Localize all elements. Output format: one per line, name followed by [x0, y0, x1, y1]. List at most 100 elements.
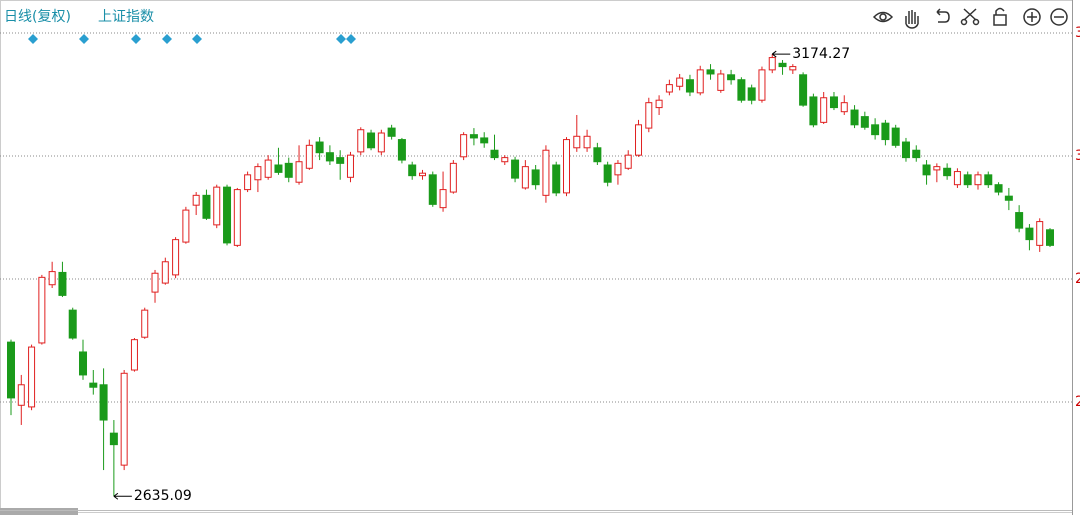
candle-body	[747, 87, 756, 101]
candle-body	[439, 189, 447, 209]
candle-body	[1046, 229, 1054, 246]
candle-body	[737, 79, 746, 101]
undo-icon[interactable]	[936, 8, 950, 23]
candle-body	[603, 164, 612, 183]
candle-body	[994, 184, 1003, 193]
candle-body	[912, 149, 921, 159]
candle-body	[871, 124, 880, 136]
candle-body	[531, 169, 540, 186]
candle-body	[68, 309, 77, 339]
candle-body	[325, 152, 334, 162]
candle-body	[768, 57, 776, 71]
scrollbar[interactable]	[0, 508, 78, 515]
candle-body	[233, 189, 241, 246]
candle-body	[213, 186, 221, 226]
candle-body	[645, 102, 653, 129]
event-marker[interactable]	[346, 34, 356, 44]
candle-body	[377, 132, 385, 153]
event-marker[interactable]	[131, 34, 141, 44]
zoom-out-icon[interactable]	[1050, 8, 1068, 26]
lock-icon[interactable]	[993, 7, 1007, 26]
candle-body	[387, 127, 396, 137]
event-marker[interactable]	[336, 34, 346, 44]
candle-body	[521, 166, 529, 189]
candle-body	[490, 149, 499, 159]
candle-body	[953, 171, 961, 186]
candle-body	[192, 194, 200, 206]
toolbar	[872, 7, 1068, 29]
candle-body	[727, 74, 736, 81]
candle-body	[685, 79, 694, 93]
candle-body	[284, 162, 293, 178]
y-tick-label: 3050	[1075, 148, 1080, 164]
zoom-in-icon[interactable]	[1023, 8, 1041, 26]
candle-body	[357, 129, 365, 153]
candle-body	[758, 69, 766, 101]
candle-body	[655, 99, 663, 109]
candle-body	[1015, 212, 1024, 229]
candle-body	[789, 66, 797, 71]
candle-body	[563, 139, 571, 194]
event-marker[interactable]	[28, 34, 38, 44]
event-marker[interactable]	[79, 34, 89, 44]
candle-body	[99, 384, 108, 421]
candle-body	[542, 149, 550, 196]
candle-body	[706, 69, 715, 75]
annotation-arrow	[771, 50, 791, 58]
candle-body	[141, 309, 149, 338]
candle-body	[850, 109, 859, 126]
candle-body	[109, 432, 118, 446]
candle-body	[367, 132, 376, 149]
candle-body	[696, 69, 704, 94]
candle-body	[172, 239, 180, 276]
cut-icon[interactable]	[960, 8, 980, 26]
candle-body	[274, 164, 283, 173]
candle-body	[58, 271, 67, 296]
candle-body	[130, 339, 138, 371]
candle-body	[17, 384, 25, 406]
event-markers	[28, 34, 356, 44]
candle-body	[254, 166, 262, 181]
candle-body	[676, 77, 684, 87]
candle-body	[635, 124, 643, 156]
candle-body	[901, 141, 910, 159]
candle-body	[573, 135, 581, 149]
candle-body	[408, 164, 417, 177]
candle-body	[963, 174, 972, 186]
candle-body	[120, 372, 128, 466]
candle-body	[48, 271, 56, 286]
candle-body	[809, 96, 818, 126]
candle-body	[984, 174, 993, 186]
candle-body	[860, 116, 869, 128]
candle-body	[397, 139, 406, 161]
candle-body	[480, 137, 489, 144]
candle-body	[315, 141, 324, 154]
candle-body	[799, 74, 808, 106]
candle-body	[552, 164, 561, 194]
candle-body	[820, 97, 828, 123]
event-marker[interactable]	[162, 34, 172, 44]
candle-body	[460, 134, 468, 158]
candle-body	[151, 272, 159, 293]
candle-body	[665, 84, 673, 93]
candle-body	[840, 102, 848, 113]
candle-body	[778, 62, 787, 68]
candle-body	[1036, 221, 1044, 246]
candle-body	[28, 346, 36, 408]
event-marker[interactable]	[192, 34, 202, 44]
candle-body	[469, 134, 478, 139]
candle-body	[428, 174, 437, 205]
candle-body	[449, 162, 457, 193]
y-tick-label: 2750	[1075, 394, 1080, 410]
annotation-label: 2635.09	[134, 488, 192, 504]
candle-body	[974, 174, 982, 186]
pan-icon[interactable]	[905, 10, 919, 29]
y-tick-label: 2900	[1075, 271, 1080, 287]
candle-body	[583, 135, 591, 149]
candle-body	[593, 147, 602, 163]
candle-body	[943, 167, 952, 177]
view-icon[interactable]	[872, 11, 894, 23]
